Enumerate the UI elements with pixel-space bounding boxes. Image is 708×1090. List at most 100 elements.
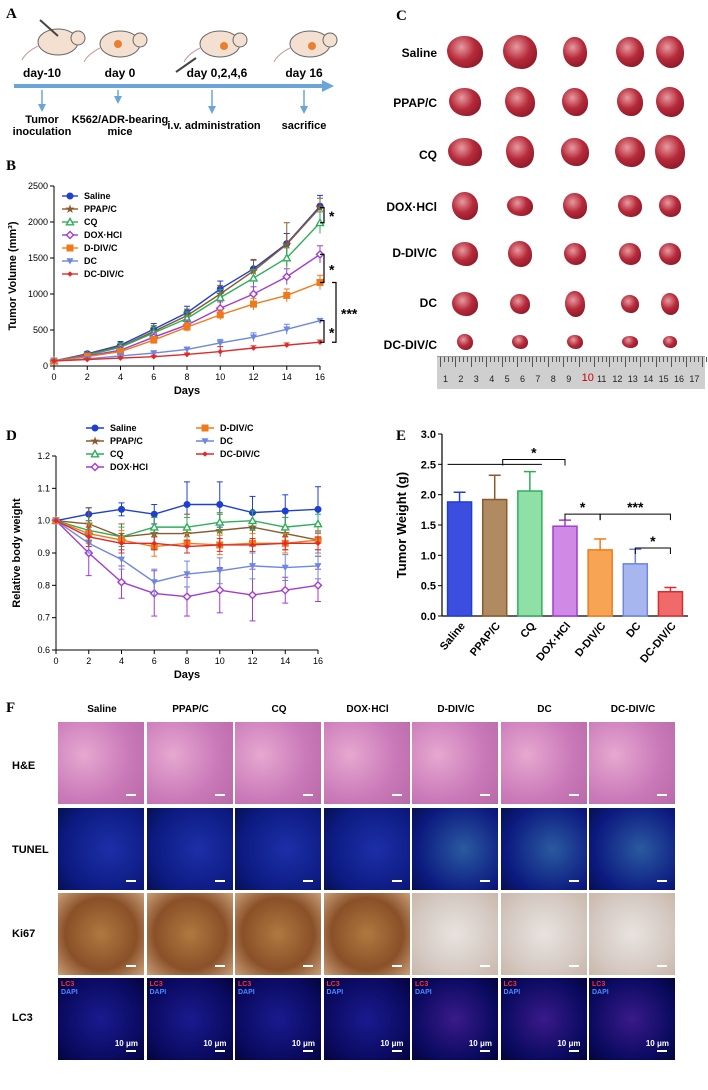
ruler-tick: [647, 357, 649, 362]
stain-label: LC3 DAPI: [504, 981, 521, 997]
lc3-label: LC3: [326, 981, 340, 988]
data-point: [281, 564, 289, 572]
y-tick-label: 0.9: [37, 548, 50, 558]
histology-column-header: DC: [537, 704, 552, 715]
histology-image: LC3 DAPI 10 μm: [589, 978, 675, 1060]
photo-row-label-dc: DC: [419, 296, 437, 310]
histology-image: [146, 893, 233, 975]
scale-bar: [214, 880, 225, 882]
legend-entry: DOX·HCl: [84, 230, 122, 240]
ruler-tick: [640, 357, 642, 367]
ruler-tick: [486, 357, 488, 367]
legend-entry: Saline: [110, 423, 137, 433]
data-point: [53, 517, 59, 524]
histology-image: [323, 893, 410, 975]
timeline-event-4: sacrifice: [281, 120, 327, 132]
histology-image: LC3 DAPI 10 μm: [323, 978, 410, 1060]
data-point: [216, 567, 224, 575]
dapi-label: DAPI: [149, 989, 167, 996]
data-point: [314, 563, 322, 570]
tumor-photo: [619, 243, 641, 265]
legend-entry: DC-DIV/C: [220, 449, 260, 459]
x-tick-label: D-DIV/C: [573, 620, 609, 659]
x-axis-label: Days: [174, 385, 200, 397]
dapi-label: DAPI: [238, 989, 255, 996]
legend-marker: [66, 192, 74, 200]
ruler-tick: [540, 357, 542, 362]
sig-bracket: [320, 206, 325, 224]
ruler-tick: [536, 357, 538, 362]
scale-label: 10 μm: [468, 1039, 492, 1048]
data-point: [283, 326, 291, 333]
legend-entry: DC: [84, 256, 97, 266]
x-tick-label: 12: [247, 656, 257, 666]
scale-bar: [657, 1050, 667, 1052]
tumor-photo: [618, 195, 642, 217]
tumor-photo: [562, 88, 588, 116]
data-point: [313, 518, 323, 528]
mouse-icon-4: [273, 30, 338, 63]
bar: [481, 498, 508, 617]
ruler-number: 5: [504, 374, 510, 384]
tumor-photo: [615, 137, 645, 167]
mouse-icon-3: [175, 30, 248, 73]
y-tick-label: 0.8: [37, 580, 50, 590]
scale-bar: [391, 965, 402, 967]
legend-entry: PPAP/C: [84, 204, 117, 214]
data-point: [282, 272, 292, 282]
lc3-label: LC3: [149, 981, 163, 988]
ruler-tick: [482, 357, 484, 362]
histology-column-header: Saline: [87, 704, 117, 715]
tumor-photo: [565, 291, 585, 317]
tumor-photo: [564, 243, 586, 265]
histology-image: [146, 808, 233, 890]
stain-label: LC3 DAPI: [592, 981, 609, 997]
data-point: [149, 522, 159, 531]
histology-image: LC3 DAPI 10 μm: [235, 978, 321, 1060]
data-point: [215, 292, 225, 302]
ruler-tick: [701, 357, 703, 367]
histology-image: [412, 722, 498, 804]
y-tick-label: 2500: [28, 181, 48, 191]
data-point: [151, 540, 158, 547]
histology-column-header: DOX·HCl: [346, 704, 389, 715]
tumor-photo: [561, 138, 589, 166]
data-point: ★: [281, 237, 292, 251]
scale-bar: [480, 794, 490, 796]
legend-entry: Saline: [84, 191, 111, 201]
stain-label: LC3 DAPI: [150, 981, 167, 997]
ruler-tick: [524, 357, 526, 362]
bar: [622, 563, 649, 617]
panel-f-letter: F: [6, 700, 16, 716]
panel-a-letter: A: [6, 6, 17, 22]
ruler-tick: [628, 357, 630, 362]
legend-marker: [202, 451, 208, 457]
tumor-photo: [659, 195, 681, 217]
legend-entry: DC: [220, 436, 233, 446]
scale-bar: [303, 1050, 313, 1052]
legend-marker: [66, 258, 74, 265]
y-tick-label: 1.0: [37, 516, 50, 526]
histology-column-header: DC-DIV/C: [610, 704, 656, 715]
ruler-tick: [517, 357, 518, 367]
ruler-tick: [513, 357, 515, 362]
x-tick-label: 0: [51, 372, 56, 382]
ruler-tick: [547, 357, 549, 367]
ruler-tick: [705, 357, 707, 362]
y-tick-label: 0.6: [37, 645, 50, 655]
tumor-photo: [448, 138, 482, 166]
ruler-tick: [663, 357, 665, 362]
ruler-tick: [697, 357, 699, 362]
histology-image: [323, 722, 410, 804]
tumor-photo: [505, 87, 535, 117]
histology-row-he: H&E: [12, 760, 36, 772]
data-point: [118, 556, 125, 563]
x-tick-label: DC-DIV/C: [638, 620, 679, 665]
scale-bar: [126, 1050, 136, 1052]
legend-entry: DC-DIV/C: [84, 269, 124, 279]
ruler-tick: [609, 357, 611, 367]
data-point: [249, 289, 258, 299]
sig-label: *: [580, 499, 586, 515]
ruler-tick: [440, 357, 441, 367]
scale-bar: [391, 794, 402, 796]
